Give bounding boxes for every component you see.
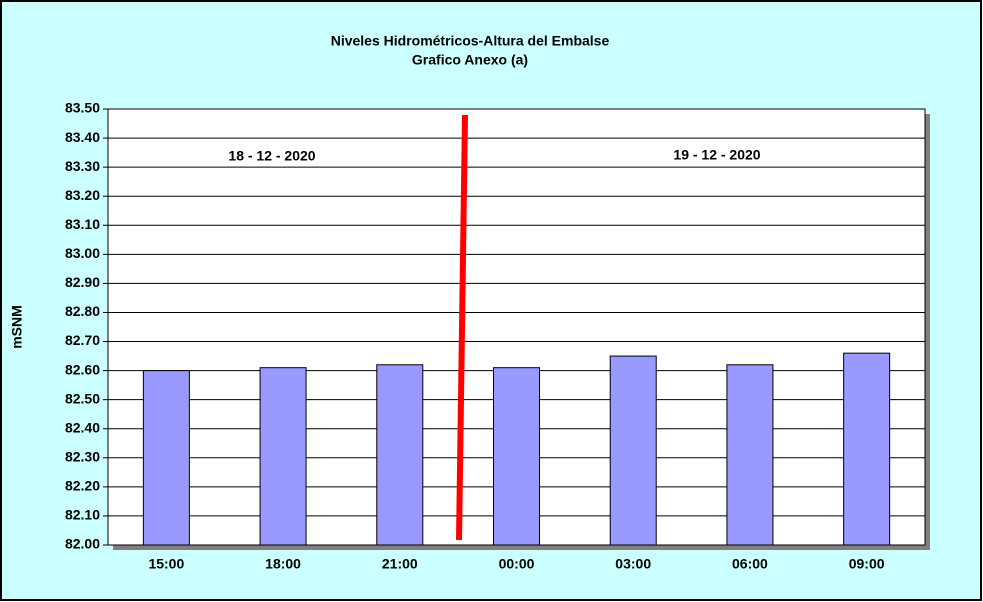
chart-subtitle: Grafico Anexo (a) xyxy=(412,52,528,68)
y-tick-label: 83.30 xyxy=(65,158,100,174)
y-tick-label: 82.50 xyxy=(65,390,100,406)
date-annotation: 18 - 12 - 2020 xyxy=(228,148,315,164)
marks: 82.00 82.10 82.20 82.30 82.40 82.50 82.60 82.70… xyxy=(65,100,925,572)
x-tick-label: 21:00 xyxy=(382,556,418,572)
y-tick-label: 83.40 xyxy=(65,129,100,145)
bar xyxy=(142,370,190,546)
y-tick-label: 82.30 xyxy=(65,449,100,465)
y-tick-label: 83.20 xyxy=(65,187,100,203)
y-tick-label: 82.00 xyxy=(65,536,100,552)
y-tick-label: 82.40 xyxy=(65,419,100,435)
y-tick-label: 82.80 xyxy=(65,303,100,319)
y-tick-label: 83.50 xyxy=(65,100,100,116)
y-axis-label: mSNM xyxy=(9,305,25,349)
y-tick-label: 82.90 xyxy=(65,274,100,290)
y-tick-label: 82.60 xyxy=(65,361,100,377)
bar xyxy=(609,355,657,546)
bar xyxy=(259,367,307,546)
bar xyxy=(726,364,774,546)
x-tick-label: 03:00 xyxy=(615,556,651,572)
y-tick-label: 82.70 xyxy=(65,332,100,348)
day-divider xyxy=(456,114,468,541)
y-tick-label: 82.20 xyxy=(65,478,100,494)
x-tick-label: 09:00 xyxy=(849,556,885,572)
x-tick-label: 06:00 xyxy=(732,556,768,572)
chart-title: Niveles Hidrométricos-Altura del Embalse xyxy=(331,33,610,49)
x-tick-label: 00:00 xyxy=(499,556,535,572)
y-tick-label: 82.10 xyxy=(65,507,100,523)
y-tick-label: 83.00 xyxy=(65,245,100,261)
y-tick-label: 83.10 xyxy=(65,216,100,232)
bar xyxy=(493,367,540,546)
date-annotation: 19 - 12 - 2020 xyxy=(673,147,760,163)
bar xyxy=(376,364,424,546)
x-tick-label: 18:00 xyxy=(265,556,301,572)
x-tick-label: 15:00 xyxy=(148,556,184,572)
bar xyxy=(843,352,891,546)
